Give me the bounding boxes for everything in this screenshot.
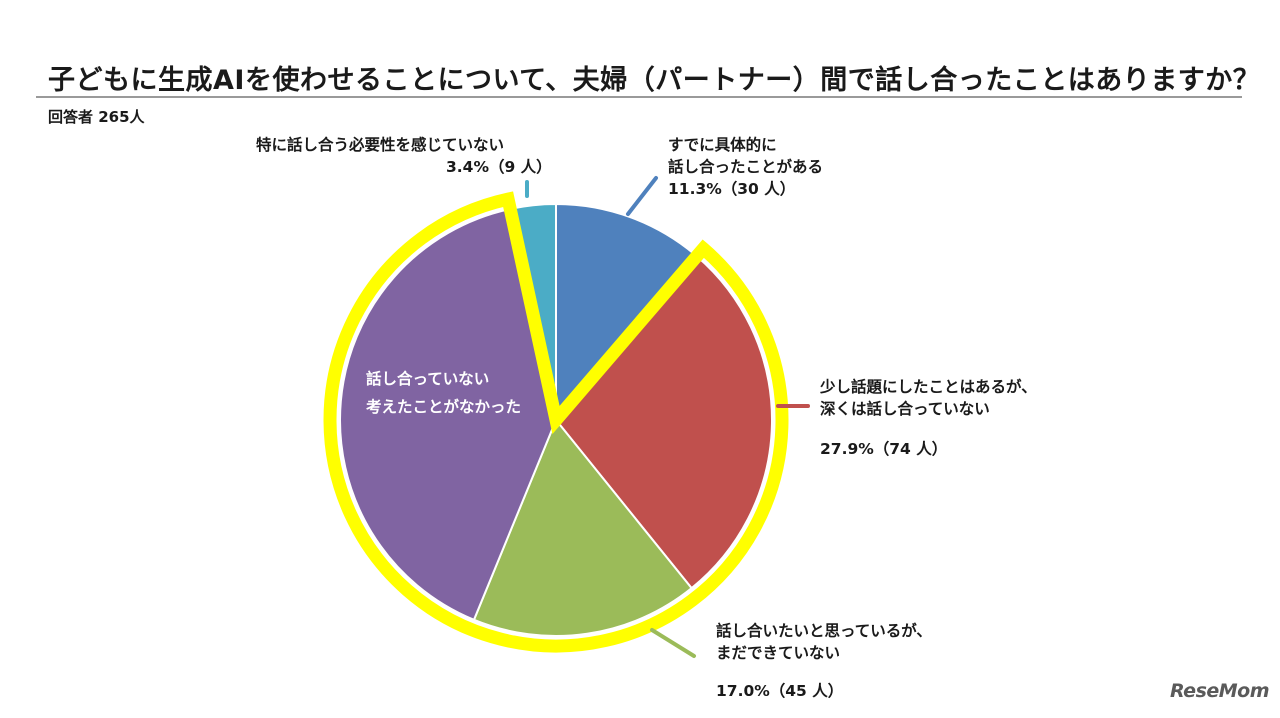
- highlight-outline: [323, 191, 789, 653]
- slice-label-no-need-line1: 特に話し合う必要性を感じていない: [256, 136, 505, 154]
- slice-label-specific: すでに具体的に 話し合ったことがある 11.3%（30 人）: [668, 134, 823, 200]
- slice-label-somewhat-line2: 深くは話し合っていない: [820, 400, 990, 418]
- slice-label-somewhat-line1: 少し話題にしたことはあるが、: [820, 378, 1037, 396]
- pie-slice-specific: [555, 202, 699, 423]
- respondent-count: 回答者 265人: [48, 108, 145, 126]
- slice-label-want-to-line1: 話し合いたいと思っているが、: [716, 622, 932, 640]
- slice-label-not-discussed-line2: 考えたことがなかった: [366, 398, 522, 416]
- slice-label-not-discussed-line1: 話し合っていない: [366, 370, 490, 388]
- slice-label-somewhat: 少し話題にしたことはあるが、 深くは話し合っていない 27.9%（74 人）: [820, 376, 1037, 460]
- title-divider: [36, 96, 1242, 98]
- resemom-logo: ReseMom: [1170, 680, 1270, 702]
- leader-line-specific: [626, 176, 658, 216]
- slice-label-specific-line2: 話し合ったことがある: [668, 158, 824, 176]
- slice-label-not-discussed: 話し合っていない 考えたことがなかった: [366, 368, 521, 418]
- slice-label-want-to-line2: まだできていない: [716, 644, 841, 662]
- pie-slice-not-discussed: [339, 207, 558, 622]
- slice-value-somewhat: 27.9%（74 人）: [820, 440, 948, 458]
- slice-value-no-need: 3.4%（9 人）: [446, 158, 552, 176]
- slice-value-want-to: 17.0%（45 人）: [716, 682, 844, 700]
- slice-value-specific: 11.3%（30 人）: [668, 180, 796, 198]
- chart-title: 子どもに生成AIを使わせることについて、夫婦（パートナー）間で話し合ったことはあ…: [48, 65, 1261, 96]
- slice-label-want-to: 話し合いたいと思っているが、 まだできていない 17.0%（45 人）: [716, 620, 932, 702]
- leader-line-want-to: [650, 628, 696, 658]
- pie-slice-want-to: [472, 418, 693, 637]
- slice-label-specific-line1: すでに具体的に: [668, 136, 777, 154]
- pie-slice-somewhat: [554, 254, 773, 590]
- slice-label-no-need: 特に話し合う必要性を感じていない 3.4%（9 人）: [256, 134, 556, 178]
